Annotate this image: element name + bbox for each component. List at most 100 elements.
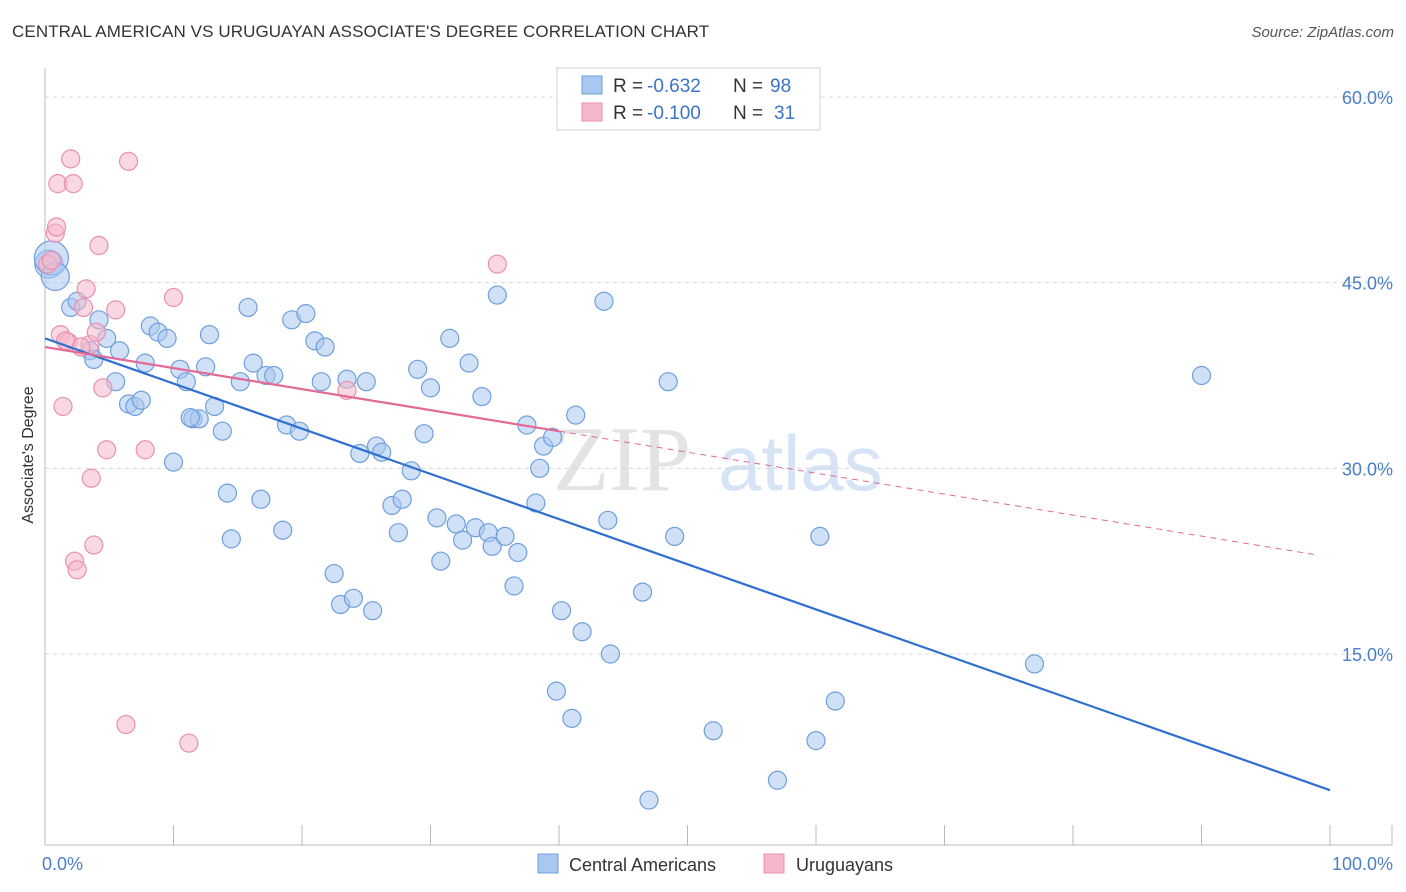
x-tick-label-max: 100.0% [1332, 854, 1393, 874]
uruguayan-point [84, 535, 104, 555]
central-american-point [482, 536, 502, 556]
central-american-point [600, 644, 621, 664]
trend-lines [44, 337, 1331, 792]
central-american-point [408, 359, 428, 379]
central-american-point [810, 526, 830, 547]
central-american-point [212, 421, 232, 441]
central-american-point [632, 582, 653, 602]
central-american-point [221, 529, 241, 549]
central-american-point [1191, 365, 1212, 386]
central-american-point [243, 353, 263, 373]
legend-r-value-1: -0.632 [647, 76, 701, 97]
y-tick-label: 45.0% [1342, 274, 1393, 294]
legend-r-value-2: -0.100 [647, 103, 701, 124]
central-american-point [508, 542, 528, 563]
central-american-point [1024, 654, 1045, 674]
central-american-point [495, 526, 515, 547]
central-american-point [388, 523, 408, 543]
uruguayan-point [76, 279, 96, 299]
legend-r-label-2: R = [613, 103, 643, 124]
legend-n-value-2: 31 [774, 103, 795, 124]
bottom-legend: Central Americans Uruguayans [537, 853, 893, 875]
uruguayan-point [118, 151, 139, 171]
central-american-point [311, 372, 331, 392]
stats-legend-swatch-pink [581, 102, 603, 122]
watermark-atlas: atlas [718, 419, 883, 507]
uruguayan-point [73, 297, 94, 318]
legend-swatch-uruguayans [763, 853, 785, 874]
central-american-point [420, 378, 441, 398]
central-american-point [440, 328, 460, 348]
central-american-point [273, 520, 293, 540]
y-axis-label: Associate's Degree [20, 386, 37, 523]
uruguayan-point [86, 322, 107, 342]
central-american-point [665, 526, 685, 547]
central-american-point [238, 297, 258, 318]
central-american-point [157, 328, 177, 348]
uruguayan-point [63, 174, 83, 194]
legend-n-value-1: 98 [770, 76, 791, 97]
legend-swatch-central-americans [537, 853, 559, 874]
uruguayans-trend-extension [558, 430, 1318, 556]
central-american-point [594, 291, 614, 311]
chart-title: CENTRAL AMERICAN VS URUGUAYAN ASSOCIATE'… [12, 22, 710, 41]
central-american-point [427, 508, 447, 528]
central-american-point [459, 353, 479, 373]
series-central-americans [33, 240, 1212, 810]
central-american-point [163, 452, 184, 472]
uruguayan-point [487, 254, 507, 274]
central-american-point [217, 483, 238, 503]
uruguayan-point [89, 235, 109, 256]
y-tick-label: 30.0% [1342, 459, 1393, 479]
central-american-point [363, 601, 383, 621]
uruguayan-point [135, 440, 155, 460]
central-american-point [825, 691, 845, 711]
central-american-point [196, 357, 216, 377]
central-american-point [372, 442, 392, 462]
central-american-point [446, 514, 466, 534]
uruguayan-point [106, 300, 126, 320]
uruguayan-point [93, 378, 113, 398]
uruguayan-point [179, 733, 199, 753]
y-tick-label: 60.0% [1342, 88, 1393, 108]
legend-label-uruguayans: Uruguayans [796, 855, 893, 875]
central-americans-trend-line [44, 337, 1331, 792]
central-american-point [487, 285, 507, 305]
uruguayan-point [97, 440, 117, 460]
uruguayan-point [41, 250, 62, 270]
central-american-point [296, 304, 316, 324]
central-american-point [572, 622, 592, 642]
stats-legend: R = -0.632 N = 98 R = -0.100 N = 31 [556, 67, 821, 131]
central-american-point [658, 372, 678, 392]
central-american-point [131, 390, 151, 410]
axes [44, 68, 1393, 846]
central-american-point [251, 489, 271, 509]
source-label: Source: ZipAtlas.com [1251, 24, 1394, 41]
tick-labels: 15.0% 30.0% 45.0% 60.0% 0.0% 100.0% [42, 88, 1393, 874]
legend-n-label-2: N = [733, 103, 763, 124]
central-american-point [639, 790, 659, 810]
central-american-point [703, 721, 723, 741]
central-american-point [264, 365, 284, 386]
central-american-point [414, 424, 434, 444]
central-american-point [551, 601, 572, 621]
legend-label-central-americans: Central Americans [569, 855, 716, 875]
central-american-point [542, 427, 563, 447]
central-american-point [230, 372, 250, 392]
series-uruguayans [37, 149, 507, 753]
uruguayan-point [61, 149, 81, 169]
central-american-point [562, 708, 582, 728]
central-american-point [392, 489, 412, 509]
uruguayan-point [163, 287, 184, 308]
uruguayans-trend-line [44, 345, 560, 433]
uruguayan-point [81, 468, 101, 488]
central-american-point [546, 681, 567, 701]
central-american-point [199, 325, 220, 345]
central-american-point [109, 341, 130, 361]
central-american-point [431, 551, 451, 571]
uruguayan-point [67, 560, 87, 580]
central-american-point [350, 443, 370, 464]
central-american-point [767, 770, 788, 790]
legend-n-label-1: N = [733, 76, 763, 97]
